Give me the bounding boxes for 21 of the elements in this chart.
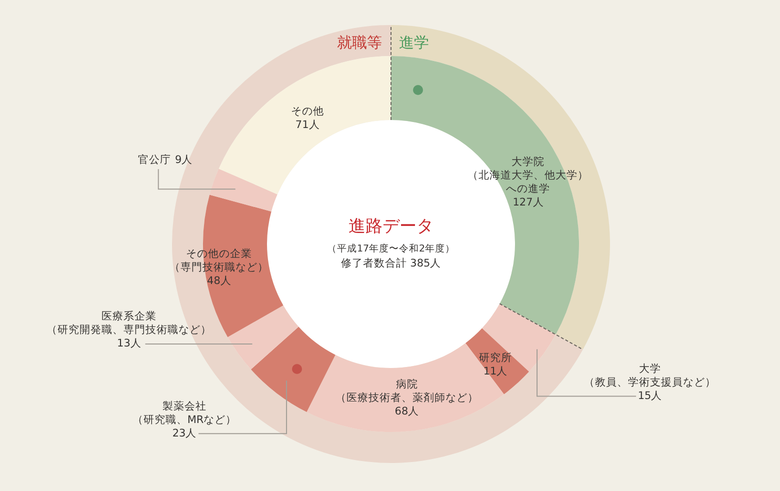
data-label: 127人 xyxy=(512,196,544,209)
data-label: 9人 xyxy=(175,154,193,166)
data-label: 68人 xyxy=(394,406,420,418)
text: （平成17年度〜令和2年度） xyxy=(326,242,456,254)
data-label: 13人 xyxy=(117,338,142,350)
slice-label: 医療系企業（研究開発職、専門技術職など） xyxy=(46,310,212,336)
slice-label: 進学 xyxy=(399,33,429,52)
data-label: 48人 xyxy=(207,274,232,287)
slice-label: 製薬会社（研究職、MRなど） xyxy=(132,399,237,426)
slice-label: その他 xyxy=(291,105,324,118)
text: 進路データ xyxy=(348,216,434,236)
data-label: 71人 xyxy=(295,118,320,131)
slice-label: 就職等 xyxy=(337,33,382,52)
slice-label: 官公庁 xyxy=(138,152,172,166)
data-label: 15人 xyxy=(638,390,662,402)
slice-label: 大学（教員、学術支援員など） xyxy=(584,362,716,388)
data-label: 11人 xyxy=(483,365,508,378)
text: 修了者数合計 385人 xyxy=(340,256,442,270)
slice-label: 病院（医療技術者、薬剤師など） xyxy=(335,378,478,404)
slice-label: 研究所 xyxy=(479,350,512,364)
data-label: 23人 xyxy=(172,427,197,440)
